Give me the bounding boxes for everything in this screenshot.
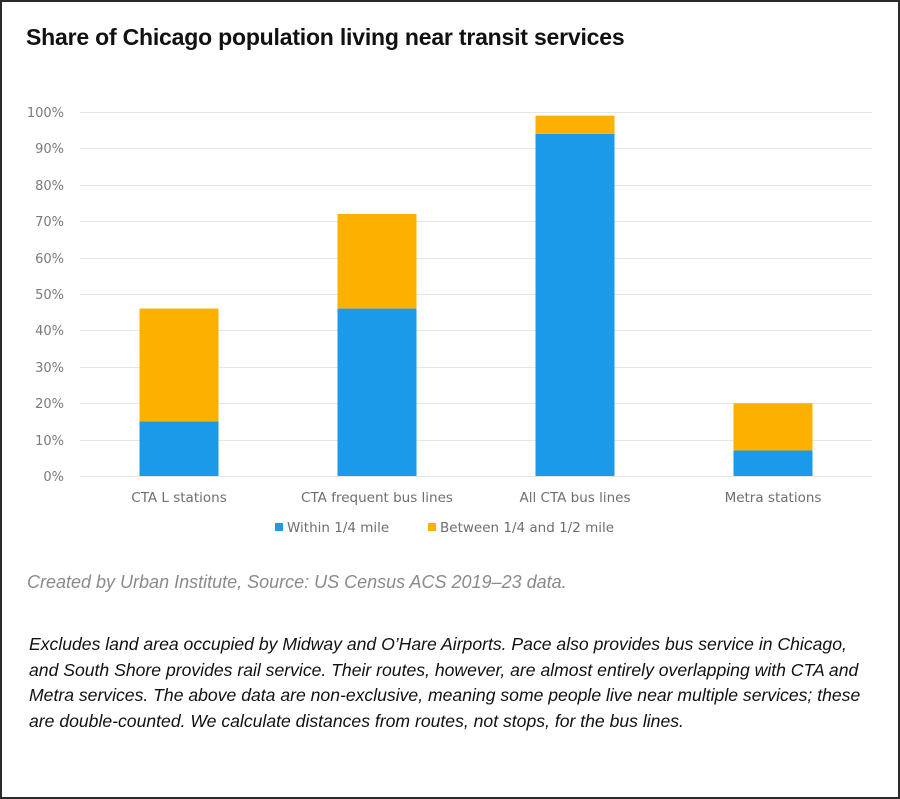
bar-segment-between-quarter-half-mile xyxy=(337,213,417,309)
y-tick-label: 0% xyxy=(43,470,64,485)
legend-label: Between 1/4 and 1/2 mile xyxy=(440,520,614,536)
bar-segment-between-quarter-half-mile xyxy=(535,115,615,134)
bar-segment-between-quarter-half-mile xyxy=(733,403,813,451)
bar-segment-within-quarter-mile xyxy=(337,308,417,476)
x-category-label: All CTA bus lines xyxy=(519,490,630,506)
stacked-bar-chart: 0% 10% 20% 30% 40% 50% 60% 70% 80% 90% 100% CTA L … xyxy=(27,106,872,536)
bar-segment-within-quarter-mile xyxy=(733,450,813,476)
x-category-label: CTA frequent bus lines xyxy=(301,490,453,506)
y-tick-label: 70% xyxy=(35,215,64,230)
y-tick-label: 10% xyxy=(35,434,64,449)
legend-swatch xyxy=(428,523,436,531)
bar-segment-between-quarter-half-mile xyxy=(139,308,219,422)
x-category-label: Metra stations xyxy=(725,490,822,506)
legend: Within 1/4 mile Between 1/4 and 1/2 mile xyxy=(275,520,614,536)
y-tick-label: 80% xyxy=(35,179,64,194)
legend-label: Within 1/4 mile xyxy=(287,520,389,536)
source-caption: Created by Urban Institute, Source: US C… xyxy=(27,572,567,592)
footnote: Excludes land area occupied by Midway an… xyxy=(29,634,861,731)
x-category-label: CTA L stations xyxy=(131,490,226,506)
chart-title: Share of Chicago population living near … xyxy=(26,24,625,50)
y-tick-label: 100% xyxy=(27,106,64,121)
bars xyxy=(139,115,813,476)
y-tick-label: 50% xyxy=(35,288,64,303)
y-axis-tick-labels: 0% 10% 20% 30% 40% 50% 60% 70% 80% 90% 100% xyxy=(27,106,64,485)
y-tick-label: 60% xyxy=(35,252,64,267)
y-tick-label: 20% xyxy=(35,397,64,412)
y-tick-label: 90% xyxy=(35,142,64,157)
y-tick-label: 30% xyxy=(35,361,64,376)
x-axis-category-labels: CTA L stations CTA frequent bus lines All … xyxy=(131,490,821,506)
bar-segment-within-quarter-mile xyxy=(535,133,615,476)
bar-segment-within-quarter-mile xyxy=(139,421,219,476)
y-tick-label: 40% xyxy=(35,324,64,339)
legend-swatch xyxy=(275,523,283,531)
